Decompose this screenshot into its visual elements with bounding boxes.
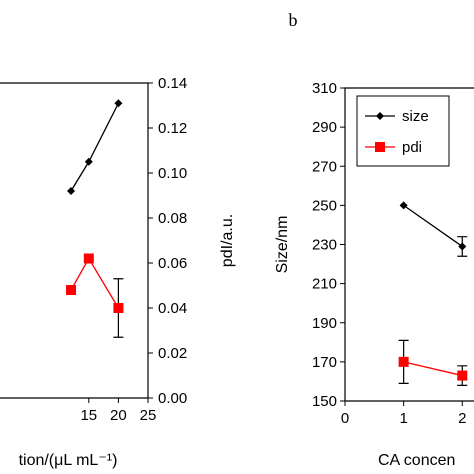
chart-legend: size pdi <box>356 95 450 167</box>
data-point-pdi <box>83 253 94 264</box>
x-axis-title: tion/(μL mL⁻¹) <box>19 452 118 469</box>
y-axis-title-right: pdI/a.u. <box>219 214 236 267</box>
x-tick-label: 25 <box>140 407 157 424</box>
legend-marker-pdi <box>375 142 385 152</box>
y-tick-label: 0.02 <box>158 345 187 362</box>
chart-panel-a: 0.00 0.02 0.04 0.06 0.08 0.10 0.12 0.14 15 20 25 ti… <box>0 75 236 469</box>
y-tick-label: 190 <box>312 315 337 332</box>
x-axis-title: CA concen <box>378 452 455 469</box>
data-point-size <box>399 201 408 210</box>
y-tick-label: 0.00 <box>158 390 187 407</box>
y-tick-label: 310 <box>312 80 337 97</box>
series-line-pdi <box>70 257 119 309</box>
y-tick-label: 250 <box>312 197 337 214</box>
series-line-size <box>70 102 119 192</box>
y-tick-label: 0.06 <box>158 255 187 272</box>
series-line-size <box>403 204 463 247</box>
y-tick-label: 0.14 <box>158 75 187 92</box>
data-point-size <box>114 99 123 108</box>
y-tick-label: 210 <box>312 276 337 293</box>
y-tick-label: 170 <box>312 354 337 371</box>
x-tick-label: 20 <box>110 407 127 424</box>
panel-label-b: b <box>289 10 298 30</box>
data-point-pdi <box>66 285 77 295</box>
data-point-size <box>67 187 76 195</box>
plot-frame-a <box>0 82 149 399</box>
y-tick-label: 0.10 <box>158 165 187 182</box>
series-line-pdi <box>403 361 463 377</box>
y-tick-label: 0.12 <box>158 120 187 137</box>
legend-label-size: size <box>402 108 429 125</box>
data-point-pdi <box>398 356 409 367</box>
y-tick-label: 290 <box>312 119 337 136</box>
data-point-pdi <box>113 303 124 313</box>
x-tick-label: 1 <box>399 410 407 427</box>
y-tick-label: 230 <box>312 237 337 254</box>
x-tick-label: 0 <box>341 410 349 427</box>
data-point-size <box>458 242 467 251</box>
data-point-pdi <box>457 370 468 381</box>
y-tick-label: 270 <box>312 158 337 175</box>
y-tick-label: 150 <box>312 393 337 410</box>
y-tick-label: 0.04 <box>158 300 187 317</box>
chart-panel-b: 150 170 190 210 230 250 270 290 310 0 1 2 CA concen S… <box>274 80 474 469</box>
legend-box <box>356 95 450 167</box>
legend-label-pdi: pdi <box>402 139 422 156</box>
legend-marker-size <box>376 112 384 120</box>
x-tick-label: 2 <box>458 410 466 427</box>
x-tick-label: 15 <box>80 407 97 424</box>
y-axis-title: Size/nm <box>274 216 291 274</box>
data-point-size <box>84 157 93 166</box>
y-tick-label: 0.08 <box>158 210 187 227</box>
